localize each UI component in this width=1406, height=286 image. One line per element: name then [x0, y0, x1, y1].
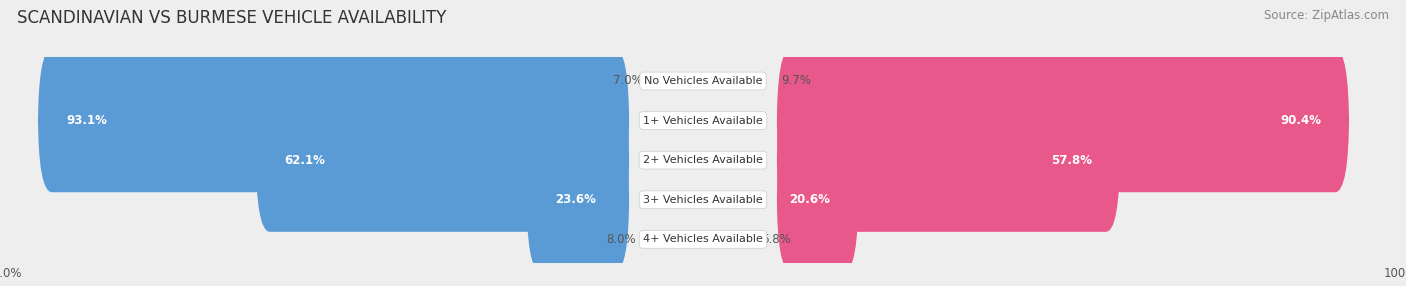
- Text: 20.6%: 20.6%: [789, 193, 830, 206]
- Text: 4+ Vehicles Available: 4+ Vehicles Available: [643, 234, 763, 244]
- Text: 9.7%: 9.7%: [782, 74, 811, 88]
- Text: 8.0%: 8.0%: [606, 233, 637, 246]
- Text: 90.4%: 90.4%: [1279, 114, 1322, 127]
- FancyBboxPatch shape: [0, 0, 1406, 176]
- Text: SCANDINAVIAN VS BURMESE VEHICLE AVAILABILITY: SCANDINAVIAN VS BURMESE VEHICLE AVAILABI…: [17, 9, 446, 27]
- Text: 57.8%: 57.8%: [1050, 154, 1092, 167]
- Text: Source: ZipAtlas.com: Source: ZipAtlas.com: [1264, 9, 1389, 21]
- FancyBboxPatch shape: [256, 88, 630, 232]
- Text: 1+ Vehicles Available: 1+ Vehicles Available: [643, 116, 763, 126]
- FancyBboxPatch shape: [38, 49, 630, 192]
- Text: 93.1%: 93.1%: [66, 114, 107, 127]
- FancyBboxPatch shape: [0, 104, 1406, 286]
- Text: 7.0%: 7.0%: [613, 74, 644, 88]
- FancyBboxPatch shape: [527, 128, 630, 271]
- Text: 3+ Vehicles Available: 3+ Vehicles Available: [643, 195, 763, 205]
- FancyBboxPatch shape: [778, 49, 1350, 192]
- Text: 6.8%: 6.8%: [762, 233, 792, 246]
- FancyBboxPatch shape: [778, 128, 858, 271]
- FancyBboxPatch shape: [0, 65, 1406, 255]
- FancyBboxPatch shape: [0, 144, 1406, 286]
- FancyBboxPatch shape: [0, 25, 1406, 216]
- Text: No Vehicles Available: No Vehicles Available: [644, 76, 762, 86]
- FancyBboxPatch shape: [778, 88, 1119, 232]
- Text: 2+ Vehicles Available: 2+ Vehicles Available: [643, 155, 763, 165]
- Text: 23.6%: 23.6%: [554, 193, 596, 206]
- Text: 62.1%: 62.1%: [284, 154, 325, 167]
